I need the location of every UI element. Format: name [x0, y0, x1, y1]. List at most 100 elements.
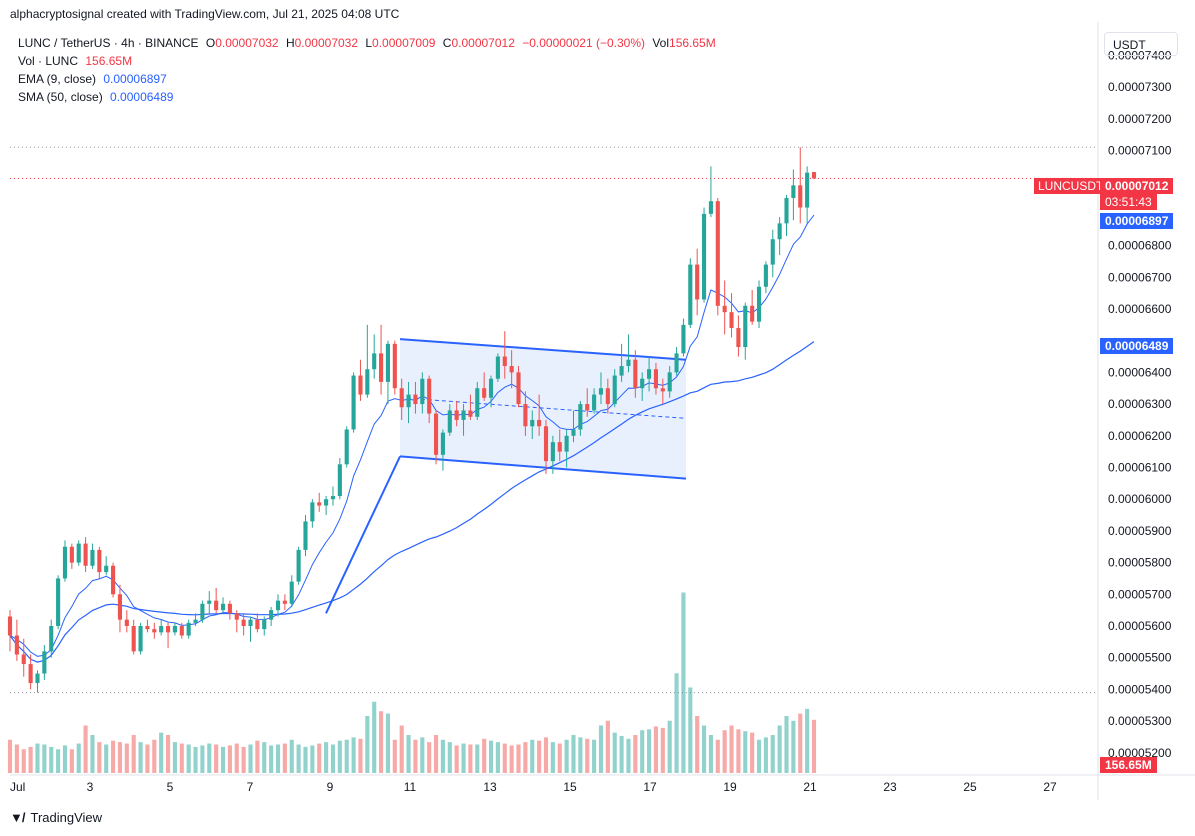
candle-body [571, 429, 576, 436]
volume-label: Vol [652, 36, 670, 50]
currency-selector[interactable]: USDT [1104, 32, 1178, 56]
ema-indicator-row[interactable]: EMA (9, close) 0.00006897 [18, 70, 716, 88]
candle-body [502, 356, 507, 367]
candle-body [612, 375, 617, 405]
date-tick-label: 9 [327, 780, 334, 794]
high-label: H [285, 36, 295, 50]
candle-body [275, 600, 281, 611]
volume-bar [509, 745, 514, 773]
price-axis[interactable]: 0.000074000.000073000.000072000.00007100… [1108, 48, 1172, 759]
volume-indicator-row[interactable]: Vol · LUNC 156.65M [18, 52, 716, 70]
volume-bar [550, 742, 555, 773]
candle-body [351, 375, 356, 430]
volume-bar [468, 744, 473, 773]
channel-mid-line [399, 397, 687, 419]
candle-body [598, 388, 604, 395]
candle-body [619, 366, 624, 376]
candle-body [97, 549, 102, 573]
volume-bar [433, 735, 439, 773]
candle-body [468, 410, 473, 417]
volume-bar [681, 592, 686, 773]
candle-body [585, 404, 590, 411]
candle-body [750, 305, 755, 322]
volume-bar [777, 725, 782, 773]
volume-bar [495, 742, 500, 773]
price-tick-label: 0.00005300 [1108, 714, 1172, 728]
candle-body [35, 673, 40, 684]
volume-bar [811, 719, 817, 773]
candle-body [516, 372, 521, 405]
volume-bar [303, 746, 308, 773]
volume-bar [399, 725, 404, 773]
volume-bar [537, 740, 542, 773]
tradingview-logo-icon: ▼/ [10, 810, 26, 825]
volume-bar [406, 735, 411, 773]
candle-body [344, 429, 349, 465]
candle-body [660, 388, 665, 392]
candle-body [564, 435, 569, 452]
volume-indicator-label: Vol · LUNC [18, 54, 79, 68]
volume-bar [69, 749, 74, 773]
candle-body [379, 353, 384, 382]
volume-bar [358, 738, 363, 773]
time-axis[interactable]: Jul 3 5 7 9 11 13 15 17 19 21 23 25 27 [10, 780, 1057, 794]
candle-body [743, 305, 748, 348]
volume-bar [117, 742, 123, 773]
date-tick-label: 19 [723, 780, 737, 794]
date-tick-label: 13 [483, 780, 497, 794]
volume-bar [688, 687, 693, 773]
symbol-title[interactable]: LUNC / TetherUS · 4h · BINANCE [18, 36, 199, 50]
volume-bar [289, 739, 294, 773]
chart-legend: LUNC / TetherUS · 4h · BINANCE O0.000070… [18, 34, 716, 106]
candle-body [138, 626, 143, 652]
trend-line [325, 455, 401, 614]
candle-body [186, 622, 191, 636]
sma-50-line [9, 341, 815, 663]
price-tick-label: 0.00007100 [1108, 143, 1172, 157]
volume-bar [585, 738, 590, 773]
volume-bar [454, 745, 459, 773]
volume-bar [241, 746, 246, 773]
candle-body [296, 549, 301, 582]
candle-body [557, 442, 562, 452]
volume-bar [111, 740, 116, 773]
volume-bar [413, 739, 418, 773]
candle-body [385, 343, 391, 382]
candle-body [234, 613, 239, 620]
candle-body [56, 578, 61, 626]
ohlc-row: LUNC / TetherUS · 4h · BINANCE O0.000070… [18, 34, 716, 52]
candle-body [482, 388, 487, 398]
candle-body [413, 394, 418, 405]
volume-bar [530, 739, 535, 773]
candle-body [495, 356, 500, 379]
sma-indicator-value: 0.00006489 [110, 90, 174, 104]
ema-9-line [9, 214, 815, 657]
candle-body [255, 619, 260, 630]
volume-bar [701, 725, 707, 773]
ema-line [9, 214, 815, 657]
price-tick-label: 0.00005900 [1108, 524, 1172, 538]
candle-body [406, 394, 411, 408]
volume-bar [193, 746, 198, 773]
volume-bar [97, 742, 102, 773]
candle-body [777, 223, 782, 240]
candle-body [475, 388, 480, 417]
candle-body [365, 369, 370, 395]
price-tick-label: 0.00006300 [1108, 397, 1172, 411]
footer-branding[interactable]: ▼/ TradingView [10, 810, 102, 825]
candle-body [21, 654, 26, 665]
candle-body [798, 185, 803, 208]
candle-body [324, 499, 329, 506]
candlesticks [7, 147, 817, 693]
volume-bar [798, 713, 803, 773]
price-tick-label: 0.00006600 [1108, 302, 1172, 316]
candle-body [241, 619, 246, 626]
volume-bar [131, 735, 136, 773]
candle-body [605, 388, 610, 405]
candle-body [159, 626, 164, 633]
volume-bar [145, 744, 150, 773]
candle-body [399, 388, 404, 408]
candle-body [523, 404, 528, 427]
sma-indicator-row[interactable]: SMA (50, close) 0.00006489 [18, 88, 716, 106]
